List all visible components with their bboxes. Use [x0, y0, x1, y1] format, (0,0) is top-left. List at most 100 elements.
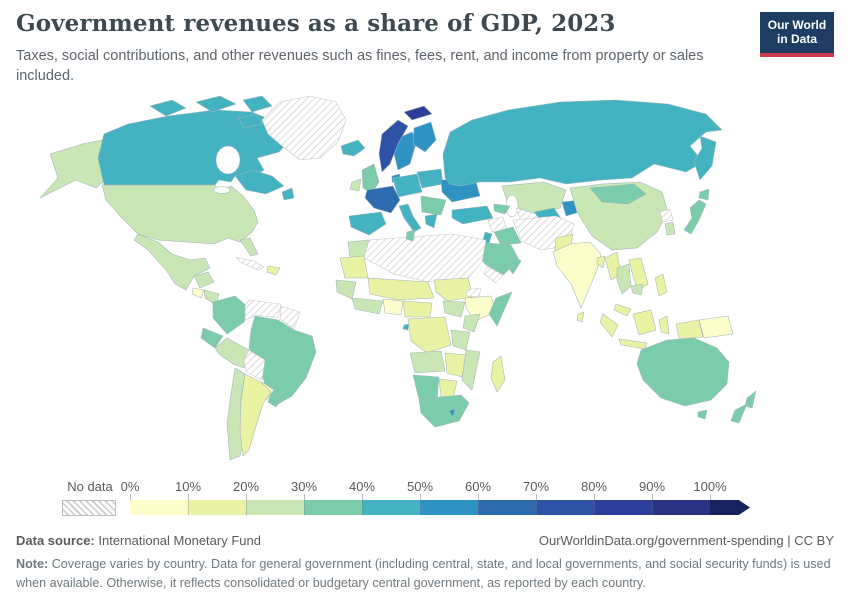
country-romania-balkans[interactable]: [420, 195, 447, 216]
country-peru[interactable]: [214, 337, 250, 369]
country-poland-baltics[interactable]: [416, 168, 444, 189]
country-namibia[interactable]: [412, 374, 440, 402]
country-cuba[interactable]: [235, 256, 265, 271]
country-malaysia[interactable]: [613, 303, 632, 317]
country-venezuela[interactable]: [244, 299, 282, 321]
country-colombia[interactable]: [212, 295, 250, 335]
country-tunisia[interactable]: [405, 229, 416, 242]
country-bolivia[interactable]: [243, 349, 266, 381]
country-italy[interactable]: [398, 203, 422, 233]
country-kenya[interactable]: [462, 313, 481, 333]
owid-logo[interactable]: Our World in Data: [760, 12, 834, 57]
country-indonesia-java[interactable]: [618, 338, 648, 350]
country-zambia-zimbabwe[interactable]: [444, 352, 467, 378]
legend-bin-0-10%[interactable]: [130, 500, 188, 515]
country-japan-hokkaido[interactable]: [698, 188, 710, 201]
country-cameroon-car[interactable]: [402, 300, 433, 318]
country-uruguay[interactable]: [267, 393, 283, 408]
country-cambodia[interactable]: [630, 283, 644, 296]
legend-bin-70-80%[interactable]: [536, 500, 594, 515]
country-dr-congo[interactable]: [407, 316, 452, 354]
country-sahel[interactable]: [367, 277, 435, 301]
country-nigeria[interactable]: [382, 298, 404, 316]
legend-bin-90-100%[interactable]: [652, 500, 710, 515]
country-china[interactable]: [569, 181, 669, 251]
owid-url-link[interactable]: OurWorldinData.org/government-spending: [538, 533, 784, 548]
legend-bin-60-70%[interactable]: [478, 500, 536, 515]
country-tanzania[interactable]: [450, 329, 471, 351]
country-japan[interactable]: [683, 199, 707, 235]
country-russia-kamchatka[interactable]: [693, 135, 717, 181]
country-australia-tasmania[interactable]: [697, 409, 708, 420]
country-iraq[interactable]: [493, 226, 522, 246]
country-philippines[interactable]: [654, 273, 668, 297]
country-canada-arctic[interactable]: [242, 95, 273, 113]
legend-bin-50-60%[interactable]: [420, 500, 478, 515]
country-brazil[interactable]: [248, 315, 317, 405]
country-hispaniola[interactable]: [266, 265, 281, 276]
country-argentina[interactable]: [239, 373, 272, 457]
legend-bin-80-90%[interactable]: [594, 500, 652, 515]
country-norway[interactable]: [378, 119, 409, 173]
country-france[interactable]: [364, 185, 401, 214]
legend-bin-10-20%[interactable]: [188, 500, 246, 515]
country-ireland[interactable]: [349, 178, 362, 192]
country-indonesia-sumatra[interactable]: [599, 313, 619, 338]
country-bangladesh[interactable]: [596, 255, 606, 269]
legend-bin-40-50%[interactable]: [362, 500, 420, 515]
country-indonesia-sulawesi[interactable]: [658, 315, 670, 335]
country-west-africa-coast[interactable]: [351, 297, 384, 315]
country-germany-central-europe[interactable]: [392, 173, 423, 198]
country-iceland[interactable]: [340, 139, 366, 157]
country-oman[interactable]: [506, 255, 522, 275]
legend-bin-30-40%[interactable]: [304, 500, 362, 515]
country-india[interactable]: [552, 241, 602, 309]
country-australia[interactable]: [636, 337, 730, 407]
country-mauritania[interactable]: [339, 255, 369, 279]
legend-bin-20-30%[interactable]: [246, 500, 304, 515]
country-new-zealand-south[interactable]: [730, 403, 748, 424]
country-canada-arctic[interactable]: [237, 113, 263, 129]
country-guyanas[interactable]: [279, 305, 301, 330]
country-indonesia-borneo[interactable]: [632, 309, 657, 336]
country-mexico-yucatan[interactable]: [193, 271, 215, 289]
country-senegal-guinea[interactable]: [335, 279, 357, 300]
country-north-africa[interactable]: [363, 233, 487, 283]
country-somalia[interactable]: [488, 291, 513, 327]
country-south-korea[interactable]: [664, 221, 676, 236]
country-madagascar[interactable]: [490, 355, 506, 393]
legend-no-data[interactable]: No data: [62, 479, 118, 516]
country-canada-arctic[interactable]: [149, 99, 187, 117]
country-iberia[interactable]: [348, 211, 387, 236]
country-canada-newfoundland[interactable]: [281, 187, 295, 201]
country-yemen[interactable]: [483, 265, 504, 284]
license-link[interactable]: CC BY: [794, 533, 834, 548]
country-papua-new-guinea[interactable]: [698, 315, 734, 339]
country-greenland[interactable]: [261, 95, 347, 161]
country-south-africa[interactable]: [418, 394, 470, 428]
country-united-states-florida[interactable]: [239, 237, 259, 257]
country-guatemala[interactable]: [191, 287, 205, 299]
country-south-sudan-uganda[interactable]: [442, 300, 466, 318]
legend-bin-100%+[interactable]: [710, 500, 750, 515]
country-canada-east[interactable]: [234, 169, 285, 195]
country-angola[interactable]: [409, 350, 446, 374]
country-sudan[interactable]: [433, 277, 474, 302]
country-russia[interactable]: [442, 99, 723, 187]
country-united-kingdom[interactable]: [361, 163, 380, 194]
country-finland[interactable]: [412, 121, 437, 153]
country-north-korea[interactable]: [659, 208, 674, 223]
country-indonesia-new-guinea[interactable]: [675, 319, 704, 340]
country-svalbard[interactable]: [403, 105, 433, 121]
country-united-states[interactable]: [101, 184, 259, 245]
country-caucasus[interactable]: [493, 203, 511, 215]
country-lesotho[interactable]: [448, 408, 456, 418]
country-turkey[interactable]: [451, 205, 494, 225]
legend-no-data-swatch[interactable]: [62, 500, 116, 516]
country-sri-lanka[interactable]: [576, 311, 585, 323]
country-laos-vietnam[interactable]: [628, 257, 649, 292]
country-mongolia[interactable]: [589, 183, 647, 205]
country-thailand[interactable]: [616, 263, 632, 295]
country-canada-arctic[interactable]: [195, 95, 237, 113]
country-mozambique[interactable]: [461, 349, 481, 391]
